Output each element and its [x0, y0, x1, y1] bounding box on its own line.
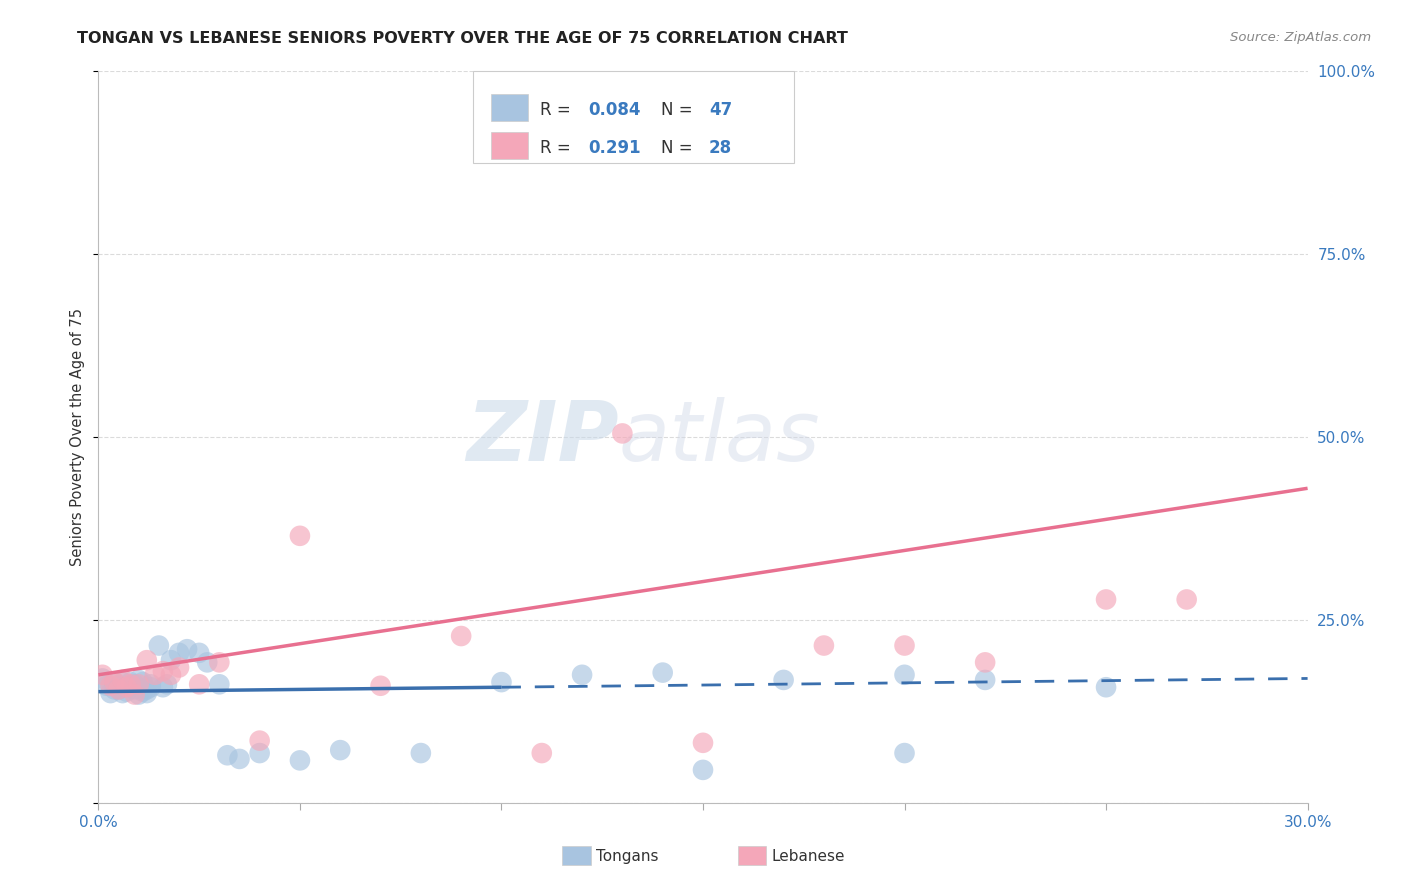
Text: TONGAN VS LEBANESE SENIORS POVERTY OVER THE AGE OF 75 CORRELATION CHART: TONGAN VS LEBANESE SENIORS POVERTY OVER …	[77, 31, 848, 46]
Point	[103, 675, 125, 690]
Point	[115, 684, 138, 698]
Point	[152, 664, 174, 678]
Point	[120, 677, 142, 691]
Point	[692, 763, 714, 777]
Point	[124, 682, 146, 697]
Point	[208, 677, 231, 691]
Point	[124, 677, 146, 691]
Point	[135, 682, 157, 697]
Text: R =: R =	[540, 139, 581, 157]
Point	[974, 656, 997, 670]
Point	[160, 667, 183, 681]
Point	[96, 679, 118, 693]
Text: N =: N =	[661, 139, 697, 157]
FancyBboxPatch shape	[492, 131, 527, 160]
Point	[1095, 592, 1118, 607]
Point	[188, 677, 211, 691]
Point	[571, 667, 593, 681]
Point	[288, 529, 311, 543]
Point	[91, 672, 114, 686]
Point	[1175, 592, 1198, 607]
Point	[139, 677, 162, 691]
Point	[1095, 680, 1118, 694]
Point	[107, 682, 129, 697]
Point	[612, 426, 634, 441]
Point	[370, 679, 392, 693]
Point	[103, 682, 125, 697]
Point	[103, 675, 125, 690]
Point	[107, 679, 129, 693]
Point	[167, 646, 190, 660]
FancyBboxPatch shape	[492, 94, 527, 121]
Text: ZIP: ZIP	[465, 397, 619, 477]
Text: R =: R =	[540, 102, 576, 120]
Point	[107, 682, 129, 697]
Text: Lebanese: Lebanese	[772, 849, 845, 863]
Point	[111, 673, 134, 687]
Point	[893, 639, 915, 653]
Point	[115, 680, 138, 694]
Point	[132, 684, 155, 698]
Point	[195, 656, 218, 670]
Point	[692, 736, 714, 750]
Point	[893, 746, 915, 760]
Point	[91, 667, 114, 681]
Point	[893, 667, 915, 681]
Point	[167, 660, 190, 674]
Point	[128, 673, 150, 687]
Text: Source: ZipAtlas.com: Source: ZipAtlas.com	[1230, 31, 1371, 45]
Point	[813, 639, 835, 653]
Text: atlas: atlas	[619, 397, 820, 477]
Point	[208, 656, 231, 670]
Text: N =: N =	[661, 102, 697, 120]
Point	[288, 753, 311, 767]
Point	[188, 646, 211, 660]
Point	[530, 746, 553, 760]
Point	[100, 679, 122, 693]
Point	[249, 746, 271, 760]
Point	[139, 680, 162, 694]
Text: 47: 47	[709, 102, 733, 120]
Point	[120, 675, 142, 690]
Text: 0.084: 0.084	[588, 102, 641, 120]
Point	[152, 680, 174, 694]
Point	[409, 746, 432, 760]
Point	[148, 639, 170, 653]
Text: Tongans: Tongans	[596, 849, 658, 863]
Point	[228, 752, 250, 766]
Point	[135, 653, 157, 667]
Point	[132, 675, 155, 690]
FancyBboxPatch shape	[474, 71, 793, 163]
Point	[160, 653, 183, 667]
Point	[249, 733, 271, 747]
Point	[111, 686, 134, 700]
Point	[120, 679, 142, 693]
Point	[128, 688, 150, 702]
Point	[135, 686, 157, 700]
Point	[128, 677, 150, 691]
Text: 28: 28	[709, 139, 733, 157]
Point	[124, 688, 146, 702]
Y-axis label: Seniors Poverty Over the Age of 75: Seniors Poverty Over the Age of 75	[70, 308, 86, 566]
Point	[491, 675, 513, 690]
Point	[143, 667, 166, 681]
Point	[217, 748, 239, 763]
Point	[329, 743, 352, 757]
Point	[115, 680, 138, 694]
Point	[156, 677, 179, 691]
Text: 0.291: 0.291	[588, 139, 641, 157]
Point	[111, 675, 134, 690]
Point	[772, 673, 794, 687]
Point	[176, 642, 198, 657]
Point	[651, 665, 673, 680]
Point	[100, 686, 122, 700]
Point	[974, 673, 997, 687]
Point	[450, 629, 472, 643]
